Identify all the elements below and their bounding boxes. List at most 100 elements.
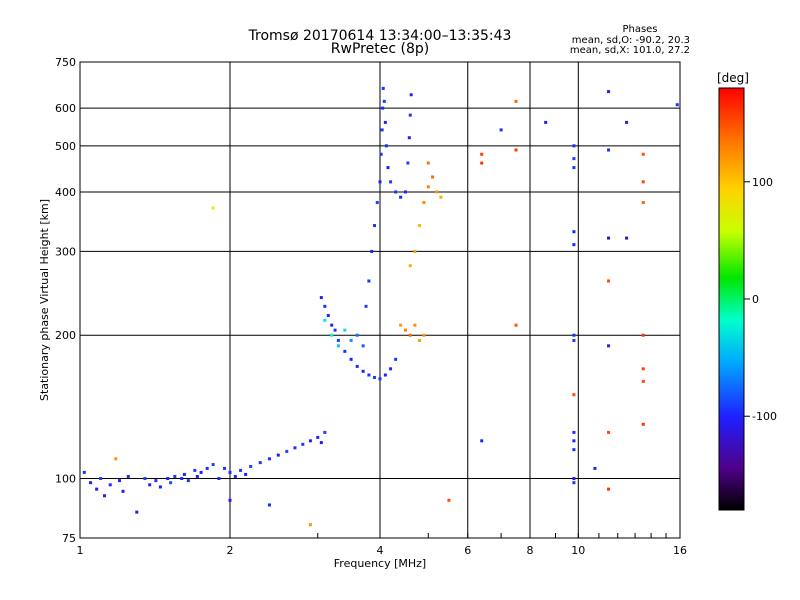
data-point bbox=[336, 338, 340, 342]
data-point bbox=[572, 157, 576, 161]
data-point bbox=[409, 93, 413, 97]
data-point bbox=[330, 323, 334, 327]
y-tick-label: 600 bbox=[55, 102, 76, 115]
data-point bbox=[413, 249, 417, 253]
data-point bbox=[572, 144, 576, 148]
data-point bbox=[380, 128, 384, 132]
data-point bbox=[378, 377, 382, 381]
data-point bbox=[572, 166, 576, 170]
x-tick-label: 8 bbox=[527, 544, 534, 557]
stats-line-o: mean, sd,O: -90.2, 20.3 bbox=[572, 35, 690, 46]
data-point bbox=[267, 503, 271, 507]
data-point bbox=[308, 439, 312, 443]
y-tick-label: 400 bbox=[55, 186, 76, 199]
data-point bbox=[480, 161, 484, 165]
data-point bbox=[641, 180, 645, 184]
x-axis-label: Frequency [MHz] bbox=[334, 557, 426, 570]
data-point bbox=[403, 190, 407, 194]
data-point bbox=[293, 446, 297, 450]
data-point bbox=[426, 185, 430, 189]
data-point bbox=[333, 328, 337, 332]
data-point bbox=[193, 468, 197, 472]
data-point bbox=[641, 201, 645, 205]
data-point bbox=[413, 323, 417, 327]
data-point bbox=[514, 148, 518, 152]
data-point bbox=[417, 338, 421, 342]
data-point bbox=[572, 430, 576, 434]
colorbar-tick-label: 0 bbox=[752, 293, 759, 306]
data-point bbox=[408, 333, 412, 337]
data-point bbox=[378, 180, 382, 184]
data-point bbox=[239, 468, 243, 472]
data-point bbox=[426, 161, 430, 165]
y-tick-label: 500 bbox=[55, 140, 76, 153]
data-point bbox=[135, 510, 139, 514]
data-point bbox=[95, 487, 99, 491]
y-tick-label: 200 bbox=[55, 329, 76, 342]
data-point bbox=[607, 236, 611, 240]
data-point bbox=[382, 99, 386, 103]
data-point bbox=[217, 477, 221, 481]
data-point bbox=[319, 441, 323, 445]
data-point bbox=[205, 466, 209, 470]
data-point bbox=[228, 498, 232, 502]
x-tick-label: 6 bbox=[464, 544, 471, 557]
data-point bbox=[514, 99, 518, 103]
data-point bbox=[607, 279, 611, 283]
colorbar-tick-label: 100 bbox=[752, 176, 773, 189]
chart-title: Tromsø 20170614 13:34:00–13:35:43 bbox=[248, 28, 512, 44]
data-point bbox=[361, 344, 365, 348]
data-point bbox=[399, 323, 403, 327]
data-point bbox=[211, 463, 215, 467]
data-point bbox=[641, 367, 645, 371]
y-tick-label: 75 bbox=[62, 532, 76, 545]
data-point bbox=[641, 422, 645, 426]
data-point bbox=[349, 357, 353, 361]
data-point bbox=[572, 439, 576, 443]
data-point bbox=[572, 338, 576, 342]
data-point bbox=[675, 103, 679, 107]
data-point bbox=[379, 152, 383, 156]
data-point bbox=[211, 206, 215, 210]
x-tick-label: 16 bbox=[673, 544, 687, 557]
data-point bbox=[367, 373, 371, 377]
data-point bbox=[186, 479, 190, 483]
data-point bbox=[108, 483, 112, 487]
data-point bbox=[326, 314, 330, 318]
data-point bbox=[330, 333, 334, 337]
y-tick-label: 300 bbox=[55, 245, 76, 258]
data-point bbox=[572, 448, 576, 452]
colorbar-label: [deg] bbox=[717, 71, 749, 85]
data-point bbox=[244, 472, 248, 476]
data-point bbox=[641, 333, 645, 337]
data-point bbox=[607, 430, 611, 434]
data-point bbox=[480, 439, 484, 443]
data-point bbox=[195, 474, 199, 478]
data-point bbox=[572, 243, 576, 247]
data-point bbox=[367, 279, 371, 283]
data-point bbox=[394, 190, 398, 194]
data-point bbox=[386, 166, 390, 170]
data-point bbox=[403, 328, 407, 332]
data-point bbox=[103, 494, 107, 498]
y-axis-label: Stationary phase Virtual Height [km] bbox=[38, 199, 51, 401]
data-point bbox=[625, 120, 629, 124]
data-point bbox=[355, 364, 359, 368]
data-point bbox=[143, 477, 147, 481]
data-point bbox=[383, 373, 387, 377]
data-point bbox=[323, 318, 327, 322]
data-point bbox=[572, 333, 576, 337]
data-point bbox=[572, 230, 576, 234]
stats-line-x: mean, sd,X: 101.0, 27.2 bbox=[570, 45, 690, 56]
x-tick-label: 1 bbox=[77, 544, 84, 557]
data-point bbox=[514, 323, 518, 327]
data-point bbox=[408, 264, 412, 268]
data-point bbox=[114, 457, 118, 461]
data-point bbox=[625, 236, 629, 240]
data-point bbox=[343, 349, 347, 353]
data-point bbox=[301, 442, 305, 446]
data-point bbox=[607, 90, 611, 94]
colorbar bbox=[718, 87, 745, 511]
data-point bbox=[361, 369, 365, 373]
